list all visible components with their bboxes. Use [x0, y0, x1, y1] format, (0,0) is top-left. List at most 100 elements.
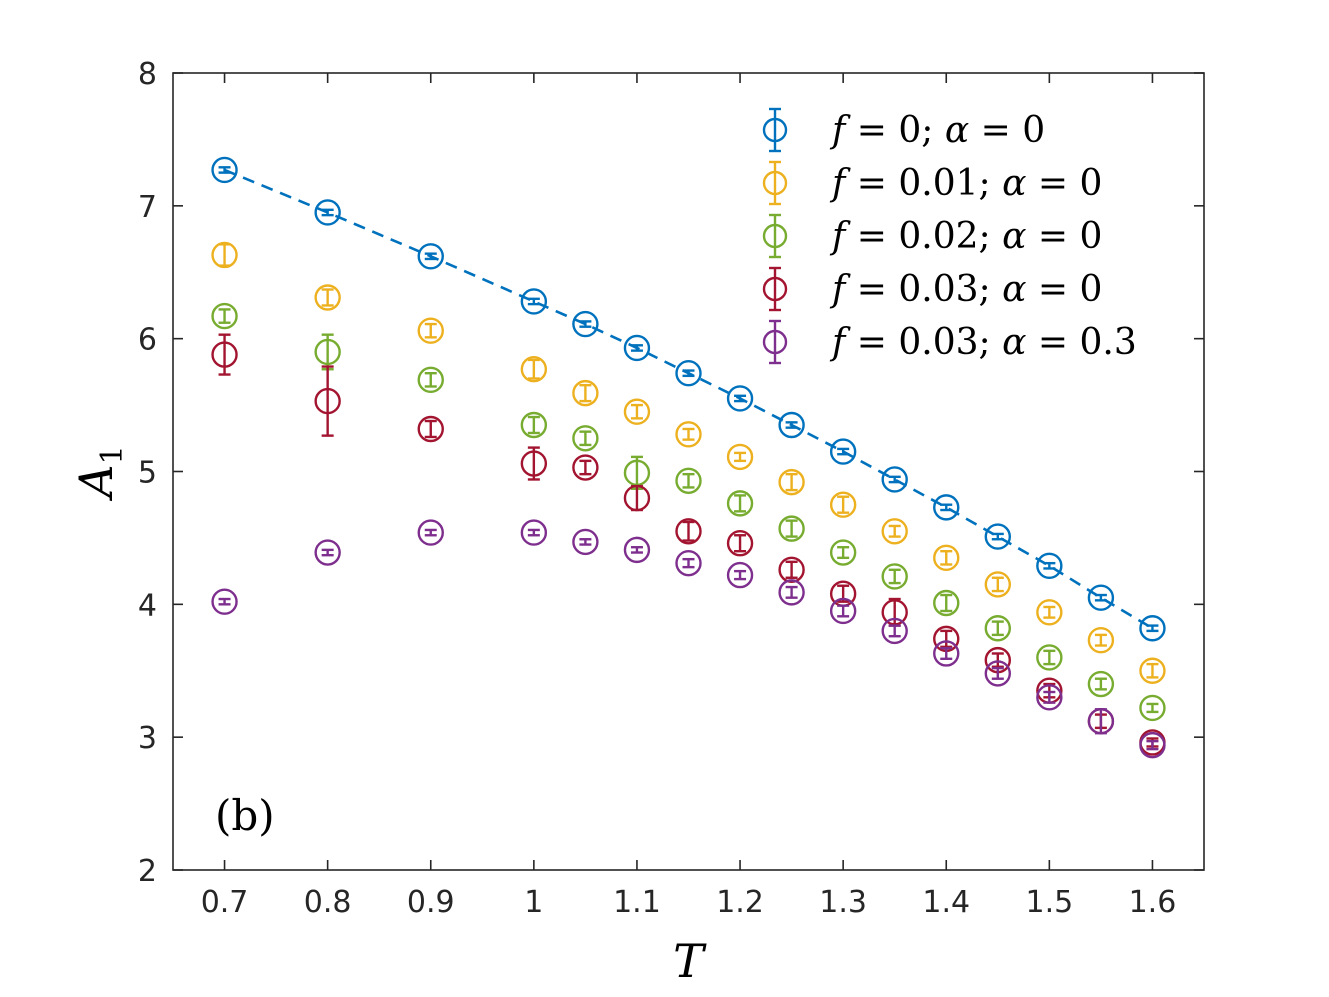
legend-label: f = 0.01; α = 0: [829, 163, 1102, 204]
error-bar: [940, 593, 953, 613]
data-point: [675, 549, 702, 577]
x-tick-label: 0.8: [304, 885, 352, 920]
legend-value: = 0: [1026, 216, 1102, 257]
data-point: [675, 421, 702, 448]
legend-item: f = 0; α = 0: [762, 107, 1045, 153]
data-point: [829, 491, 857, 518]
error-bar: [579, 320, 592, 328]
error-bar: [991, 666, 1004, 680]
data-point: [881, 518, 908, 545]
error-bar: [682, 520, 695, 542]
error-bar: [218, 308, 231, 324]
data-point: [520, 356, 548, 383]
error-bar: [682, 557, 695, 569]
data-point: [572, 528, 599, 556]
y-tick-label: 6: [138, 323, 157, 358]
error-bar: [991, 652, 1004, 668]
error-bar: [424, 252, 437, 261]
legend-label: f = 0.03; α = 0.3: [829, 322, 1137, 363]
error-bar: [682, 369, 695, 378]
error-bar: [321, 208, 334, 217]
data-point: [211, 156, 238, 184]
plot-frame: [172, 72, 1205, 871]
error-bar: [527, 415, 540, 435]
data-point: [314, 338, 341, 366]
error-bar: [734, 569, 747, 581]
error-bar: [734, 451, 747, 463]
data-point: [1036, 599, 1063, 626]
data-point: [314, 539, 341, 566]
error-bar: [785, 472, 798, 492]
legend-marker: [762, 170, 788, 196]
error-bar: [940, 629, 953, 649]
legend-label: f = 0.03; α = 0: [829, 269, 1102, 310]
error-bar: [579, 383, 592, 403]
error-bar: [1043, 690, 1056, 704]
data-point: [1036, 552, 1063, 580]
y-axis-label: A1: [69, 445, 130, 501]
error-bar: [1146, 624, 1159, 633]
data-point: [778, 515, 805, 542]
y-tick-label: 4: [138, 588, 157, 623]
data-point: [417, 519, 444, 546]
error-bar: [527, 358, 540, 380]
data-point: [933, 544, 960, 572]
legend-symbol: α: [1002, 322, 1026, 363]
legend-label: f = 0.02; α = 0: [829, 216, 1102, 257]
legend-marker: [762, 117, 788, 143]
fit-line: [224, 168, 1154, 630]
legend-value: = 0: [969, 110, 1045, 151]
data-point: [623, 459, 651, 487]
data-point: [778, 411, 805, 439]
data-point: [881, 563, 908, 590]
data-point: [623, 484, 651, 512]
legend-value: = 0: [1026, 269, 1102, 310]
data-point: [572, 454, 599, 481]
data-point: [778, 556, 805, 583]
data-point: [726, 490, 754, 517]
data-marks: [211, 156, 1166, 759]
error-bar: [940, 646, 953, 660]
data-point: [726, 561, 754, 589]
series-1: [211, 156, 1166, 642]
panel-label: (b): [215, 791, 275, 840]
data-point: [1087, 626, 1115, 654]
error-bar: [527, 446, 540, 481]
legend-value: = 0.02;: [845, 216, 1002, 257]
error-bar: [785, 585, 798, 599]
error-bar: [940, 503, 953, 512]
data-point: [881, 599, 908, 626]
data-point: [933, 494, 960, 521]
error-bar: [888, 597, 901, 627]
error-bar: [991, 620, 1004, 637]
data-point: [211, 241, 238, 269]
error-bar: [888, 624, 901, 638]
series-3: [211, 302, 1166, 722]
data-point: [417, 366, 444, 394]
error-bar: [991, 576, 1004, 593]
error-bar: [837, 604, 850, 618]
error-bar: [424, 419, 437, 439]
data-point: [1087, 584, 1115, 611]
error-bar: [579, 430, 592, 447]
legend-value: = 0.3: [1026, 322, 1136, 363]
x-tick-label: 1.1: [613, 885, 661, 920]
error-bar: [527, 297, 540, 306]
data-point: [1139, 694, 1166, 722]
y-axis-label-main: A: [69, 464, 123, 501]
series-4: [211, 333, 1166, 756]
x-tick-label: 1.4: [922, 885, 970, 920]
data-point: [572, 310, 599, 338]
legend-symbol: α: [1002, 163, 1026, 204]
data-point: [984, 660, 1011, 687]
error-bar: [630, 344, 643, 352]
error-bar: [527, 528, 540, 537]
y-tick-label: 8: [138, 57, 157, 92]
tick-labels: 0.7 0.8 0.9 1 1.1 1.2 1.3 1.4 1.5 1.6 2 3 4 5 6 7 8: [138, 57, 1176, 920]
data-point: [211, 302, 238, 330]
data-point: [623, 536, 651, 564]
data-point: [314, 199, 341, 226]
error-bar: [734, 394, 747, 403]
error-bar: [1043, 605, 1056, 619]
